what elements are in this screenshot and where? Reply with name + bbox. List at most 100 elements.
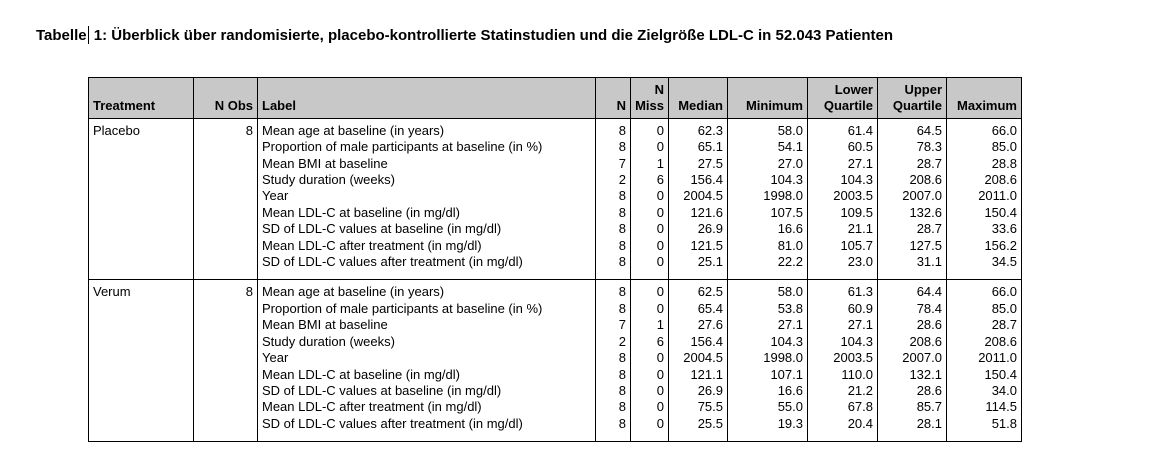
stat-value: 0 [656,399,664,415]
label-cell: Mean age at baseline (in years) Proportio… [257,279,596,443]
stat-value: 16.6 [777,382,803,398]
stat-value: 0 [656,122,664,138]
stat-value: 8 [618,139,626,155]
stat-value: 104.3 [770,333,803,349]
stat-value: 75.5 [697,399,723,415]
stat-value: 21.2 [847,382,873,398]
stat-value: 2007.0 [902,188,942,204]
stat-value: 104.3 [770,172,803,188]
stat-value: 8 [618,237,626,253]
stat-value: 121.5 [690,237,723,253]
stat-value: 22.2 [777,254,803,270]
stat-value: 8 [618,204,626,220]
stat-value: 58.0 [777,122,803,138]
stat-value: 0 [656,284,664,300]
stat-value: 2011.0 [978,350,1017,366]
stat-value: 0 [656,300,664,316]
stat-value: 8 [618,300,626,316]
stat-value: 156.4 [690,333,723,349]
label-cell: Mean age at baseline (in years) Proportio… [257,117,596,281]
column-header-treatment: Treatment [88,77,194,119]
stat-value: 8 [618,188,626,204]
stat-value: 28.7 [916,155,942,171]
stat-value: 0 [656,237,664,253]
column-header-label: Label [257,77,596,119]
upper-quartile-cell: 64.4 78.4 28.6 208.6 2007.0 132.1 28.6 85.7 28.1 [877,279,947,443]
column-header-upper-quartile: Upper Quartile [877,77,947,119]
header-row: Treatment N Obs Label N N Miss Median Mi… [88,77,1022,119]
stat-value: 2 [618,333,626,349]
minimum-cell: 58.0 53.8 27.1 104.3 1998.0 107.1 16.6 55.0 19.3 [727,279,808,443]
stat-value: 55.0 [777,399,803,415]
stat-value: 2004.5 [683,188,723,204]
stat-value: 28.1 [916,415,942,431]
stat-value: 81.0 [777,237,803,253]
stat-value: 2003.5 [833,188,873,204]
stat-value: 25.5 [697,415,723,431]
column-header-lower-quartile: Lower Quartile [807,77,878,119]
stat-label: Mean age at baseline (in years) [262,122,445,138]
lower-quartile-cell: 61.4 60.5 27.1 104.3 2003.5 109.5 21.1 105.7 23.… [807,117,878,281]
stat-value: 78.3 [916,139,942,155]
stat-value: 2 [618,172,626,188]
stat-value: 0 [656,254,664,270]
stat-value: 61.3 [847,284,873,300]
stat-value: 53.8 [777,300,803,316]
lower-quartile-cell: 61.3 60.9 27.1 104.3 2003.5 110.0 21.2 67.8 20.4 [807,279,878,443]
stat-value: 1 [656,317,664,333]
stat-value: 66.0 [991,122,1017,138]
column-header-n: N [595,77,631,119]
stat-value: 27.1 [777,317,803,333]
stat-value: 28.7 [916,221,942,237]
minimum-cell: 58.0 54.1 27.0 104.3 1998.0 107.5 16.6 81.0 22.2 [727,117,808,281]
column-header-minimum: Minimum [727,77,808,119]
stat-value: 150.4 [984,366,1017,382]
treatment-cell: Verum [88,279,194,443]
stat-value: 66.0 [991,284,1017,300]
column-header-median: Median [668,77,728,119]
stat-value: 51.8 [991,415,1017,431]
n-obs-cell: 8 [193,117,258,281]
stat-value: 114.5 [985,399,1017,415]
stat-value: 16.6 [777,221,803,237]
stat-value: 0 [656,139,664,155]
stat-value: 21.1 [847,221,873,237]
median-cell: 62.5 65.4 27.6 156.4 2004.5 121.1 26.9 75.5 25.5 [668,279,728,443]
maximum-cell: 66.0 85.0 28.8 208.6 2011.0 150.4 33.6 156.2 34.… [946,117,1022,281]
stat-label: SD of LDL-C values at baseline (in mg/dl… [262,382,502,398]
document-title: Tabelle 1: Überblick über randomisierte,… [36,26,893,44]
stat-value: 8 [618,254,626,270]
stat-label: Mean BMI at baseline [262,155,388,171]
stat-value: 1 [656,155,664,171]
stat-label: Mean LDL-C at baseline (in mg/dl) [262,366,460,382]
stat-label: SD of LDL-C values at baseline (in mg/dl… [262,221,502,237]
stat-value: 19.3 [777,415,803,431]
column-header-maximum: Maximum [946,77,1022,119]
stat-label: Proportion of male participants at basel… [262,300,543,316]
stat-value: 156.2 [984,237,1017,253]
stat-value: 58.0 [777,284,803,300]
column-header-n-miss: N Miss [630,77,669,119]
stat-value: 8 [618,366,626,382]
stat-value: 104.3 [840,333,873,349]
stat-value: 1998.0 [763,188,803,204]
stat-value: 0 [656,188,664,204]
stat-value: 85.0 [991,300,1017,316]
stat-value: 0 [656,204,664,220]
stat-value: 34.5 [991,254,1017,270]
stat-value: 2011.0 [978,188,1017,204]
text-cursor [87,26,89,44]
statistics-table: Treatment N Obs Label N N Miss Median Mi… [88,77,1022,443]
stat-value: 64.5 [916,122,942,138]
stat-label: Year [262,350,289,366]
stat-label: Proportion of male participants at basel… [262,139,543,155]
stat-value: 208.6 [909,333,942,349]
title-text-before-cursor: Tabelle [36,26,87,44]
stat-value: 31.1 [916,254,942,270]
median-cell: 62.3 65.1 27.5 156.4 2004.5 121.6 26.9 121.5 25.… [668,117,728,281]
stat-value: 208.6 [984,172,1017,188]
